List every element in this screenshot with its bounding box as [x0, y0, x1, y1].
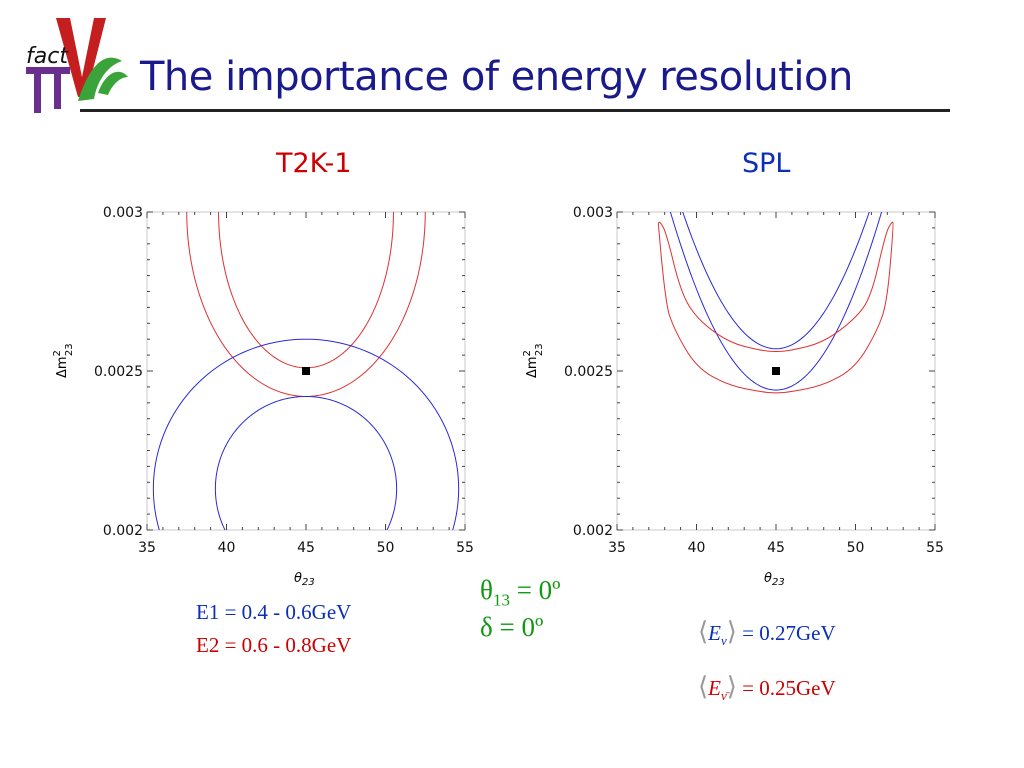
right-angle-bracket: ⟩: [726, 617, 737, 646]
spl-x-tick-label: 50: [847, 540, 865, 556]
spl-y-axis-label: Δm223: [522, 343, 545, 378]
t2k-contour-3: [152, 338, 460, 530]
mean-nu-subscript: ν: [720, 633, 727, 649]
t2k-x-tick-label: 50: [377, 540, 395, 556]
spl-x-tick-label: 35: [608, 540, 626, 556]
mean-nubar-label: Eν̄: [708, 676, 727, 704]
spl-y-tick-label: 0.0025: [564, 364, 613, 380]
left-chart-subtitle: T2K-1: [276, 148, 352, 179]
spl-true-point: [772, 367, 780, 375]
t2k-x-tick-label: 35: [138, 540, 156, 556]
logo-nu-shape: [56, 18, 106, 97]
title-underline: [80, 109, 950, 112]
energy-bin-e1: E1 = 0.4 - 0.6GeV: [196, 600, 352, 624]
mean-nu-label: Eν: [708, 621, 727, 649]
t2k-y-tick-label: 0.003: [103, 205, 143, 221]
spl-contour-1: [669, 212, 883, 391]
t2k-contour-4: [214, 395, 398, 530]
spl-chart: 35 40 45 50 55 0.002 0.0025 0.003 θ23 Δm223: [522, 205, 944, 588]
mean-nubar-value: = 0.25GeV: [742, 676, 836, 700]
spl-contour-2: [682, 212, 870, 350]
t2k-x-axis-label: θ23: [294, 571, 315, 588]
spl-x-tick-label: 55: [926, 540, 944, 556]
spl-x-tick-label: 45: [767, 540, 785, 556]
t2k-y-axis-label: Δm223: [52, 343, 75, 378]
theta13-note: θ13 = 0º: [480, 575, 561, 610]
right-chart-subtitle: SPL: [742, 148, 791, 179]
t2k-y-tick-label: 0.002: [103, 523, 143, 539]
mean-nubar-symbol: E: [708, 676, 721, 700]
page-title: The importance of energy resolution: [140, 54, 853, 100]
t2k-curves: [152, 212, 460, 530]
logo-pi-bar: [26, 67, 70, 74]
factnu-logo: fact: [26, 18, 128, 113]
mean-nu-value: = 0.27GeV: [742, 621, 836, 645]
theta13-symbol: θ: [480, 575, 493, 605]
logo-pi-leg-left: [34, 67, 41, 113]
t2k-contour-1: [186, 212, 426, 397]
t2k-contour-2: [218, 212, 394, 369]
theta13-value: = 0º: [509, 575, 561, 605]
t2k-true-point: [302, 367, 310, 375]
mean-nubar-subscript: ν̄: [720, 688, 727, 704]
spl-x-axis-label: θ23: [764, 571, 785, 588]
left-angle-bracket: ⟨: [698, 617, 709, 646]
spl-true-point-marker: [772, 367, 780, 375]
delta-note: δ = 0º: [480, 612, 544, 642]
mean-antineutrino-energy: ⟨Eν̄⟩ = 0.25GeV: [698, 672, 836, 704]
left-angle-bracket: ⟨: [698, 672, 709, 701]
t2k-y-tick-label: 0.0025: [94, 364, 143, 380]
logo-green-loop: [98, 71, 128, 95]
logo-green-swirl: [78, 57, 122, 101]
t2k-x-tick-label: 55: [456, 540, 474, 556]
spl-tick-labels: 35 40 45 50 55 0.002 0.0025 0.003: [564, 205, 944, 556]
spl-x-tick-label: 40: [688, 540, 706, 556]
t2k-true-point-marker: [302, 367, 310, 375]
mean-neutrino-energy: ⟨Eν⟩ = 0.27GeV: [698, 617, 836, 649]
t2k-ticks: [146, 211, 466, 531]
t2k-chart: 35 40 45 50 55 0.002 0.0025 0.003 θ23 Δm223: [52, 205, 474, 588]
spl-curves: [657, 212, 894, 394]
spl-contour-3: [657, 221, 894, 394]
theta13-subscript: 13: [492, 590, 510, 610]
energy-bin-e2: E2 = 0.6 - 0.8GeV: [196, 633, 352, 657]
logo-fact-text: fact: [26, 44, 69, 69]
t2k-x-tick-label: 45: [297, 540, 315, 556]
right-angle-bracket: ⟩: [726, 672, 737, 701]
spl-y-tick-label: 0.003: [573, 205, 613, 221]
spl-ticks: [616, 211, 936, 531]
t2k-tick-labels: 35 40 45 50 55 0.002 0.0025 0.003: [94, 205, 474, 556]
t2k-x-tick-label: 40: [218, 540, 236, 556]
logo-pi-leg-right: [54, 67, 61, 109]
mean-nu-symbol: E: [708, 621, 721, 645]
spl-y-tick-label: 0.002: [573, 523, 613, 539]
